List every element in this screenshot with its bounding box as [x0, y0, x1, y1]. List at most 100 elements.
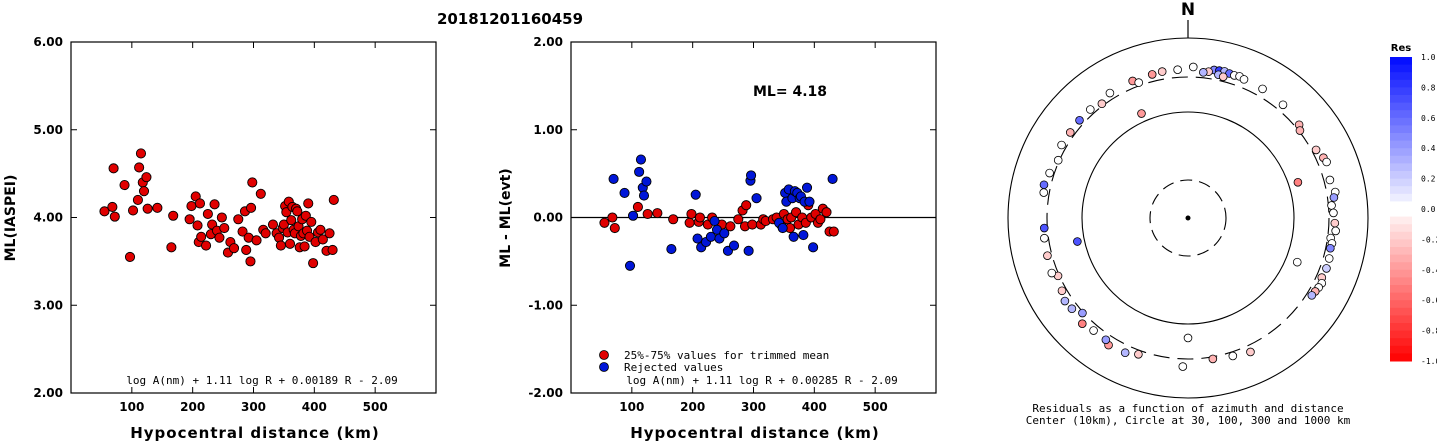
station-point: [1053, 155, 1063, 165]
station-point: [1199, 68, 1208, 77]
data-point: [306, 216, 317, 227]
colorbar-cell: [1390, 292, 1412, 301]
north-label: N: [1181, 0, 1195, 20]
colorbar-cell: [1390, 231, 1412, 240]
data-point: [821, 207, 832, 218]
data-point: [328, 194, 339, 205]
station-point: [1086, 105, 1095, 114]
station-point: [1057, 286, 1067, 296]
data-point: [777, 222, 788, 234]
station-point: [1218, 72, 1228, 82]
x-tick-label: 100: [619, 400, 644, 414]
colorbar-cell: [1390, 330, 1412, 339]
colorbar-cell: [1390, 193, 1412, 202]
data-point: [107, 201, 118, 213]
colorbar-label: -1.0: [1421, 357, 1437, 366]
data-point: [788, 231, 799, 242]
caption-line-1: Residuals as a function of azimuth and d…: [1032, 402, 1343, 415]
data-point: [166, 242, 177, 253]
colorbar-cell: [1390, 224, 1412, 233]
y-axis-label: ML(IASPEI): [3, 175, 19, 262]
colorbar-cell: [1390, 57, 1412, 66]
plot-frame: [70, 41, 437, 394]
y-tick-label: 5.00: [33, 123, 63, 137]
data-point: [690, 189, 701, 200]
data-point: [194, 198, 206, 209]
colorbar-cell: [1390, 117, 1412, 126]
formula-text: log A(nm) + 1.11 log R + 0.00285 R - 2.0…: [626, 374, 898, 387]
colorbar-cell: [1390, 110, 1412, 119]
station-point: [1105, 88, 1115, 98]
y-tick-label: 3.00: [33, 298, 63, 312]
data-point: [642, 208, 653, 220]
x-tick-label: 500: [363, 400, 388, 414]
colorbar-cell: [1390, 247, 1412, 256]
x-tick-label: 200: [680, 400, 705, 414]
data-point: [255, 188, 266, 199]
x-axis-label: Hypocentral distance (km): [630, 424, 880, 441]
y-tick-label: -2.00: [528, 386, 563, 400]
station-point: [1134, 78, 1144, 87]
data-point: [607, 212, 618, 223]
x-tick-label: 400: [802, 400, 827, 414]
magnitude-points: [99, 148, 339, 269]
colorbar-cell: [1390, 345, 1412, 354]
data-point: [267, 219, 279, 230]
data-point: [743, 245, 754, 256]
station-point: [1078, 308, 1087, 318]
data-point: [209, 199, 220, 210]
caption-line-2: Center (10km), Circle at 30, 100, 300 an…: [1026, 414, 1351, 427]
data-point: [196, 231, 207, 242]
station-point: [1173, 65, 1182, 75]
y-tick-label: 4.00: [33, 211, 63, 225]
data-point: [308, 258, 319, 269]
ml-annotation: ML= 4.18: [753, 84, 827, 100]
colorbar-label: -0.8: [1421, 327, 1437, 336]
station-point: [1330, 218, 1340, 228]
data-point: [186, 201, 197, 212]
colorbar-cell: [1390, 125, 1412, 134]
station-point: [1178, 362, 1188, 371]
data-point: [317, 234, 328, 245]
colorbar-label: 0.4: [1421, 144, 1436, 153]
colorbar-label: 0.0: [1421, 205, 1436, 214]
data-point: [132, 194, 143, 205]
station-point: [1228, 351, 1238, 361]
data-point: [804, 196, 815, 207]
station-point: [1147, 70, 1157, 79]
station-point: [1101, 335, 1111, 345]
y-axis-ticks: -2.00 -1.00 0.00 1.00 2.00: [528, 35, 936, 400]
legend-label-trimmed: 25%-75% values for trimmed mean: [624, 349, 829, 362]
x-axis-ticks: 100 200 300 400 500: [119, 42, 388, 414]
data-point: [619, 187, 630, 198]
colorbar-cell: [1390, 239, 1412, 248]
colorbar-cell: [1390, 353, 1412, 362]
y-axis-ticks: 2.00 3.00 4.00 5.00 6.00: [33, 35, 436, 400]
station-point: [1246, 347, 1255, 357]
colorbar-cell: [1390, 72, 1412, 81]
colorbar-cell: [1390, 102, 1412, 111]
figure-title: 20181201160459: [437, 10, 583, 28]
data-point: [719, 228, 730, 239]
y-tick-label: 2.00: [33, 386, 63, 400]
colorbar-label: 1.0: [1421, 53, 1436, 62]
colorbar-cell: [1390, 140, 1412, 149]
data-point: [827, 173, 838, 184]
colorbar-cell: [1390, 307, 1412, 316]
data-point: [286, 215, 297, 226]
station-point: [1157, 67, 1167, 76]
data-point: [247, 177, 258, 188]
data-point: [284, 238, 296, 249]
residual-vs-distance-chart: 100 200 300 400 500 -2.00 -1.00 0.00 1.00 2.00 H…: [498, 35, 937, 441]
center-marker: [1185, 215, 1191, 221]
colorbar-label: 0.2: [1421, 175, 1436, 184]
data-point: [138, 186, 150, 197]
azimuth-distance-residual-plot: N Residuals as a function of azimuth and…: [1007, 0, 1369, 427]
station-point: [1322, 264, 1331, 273]
data-point: [99, 206, 110, 217]
data-point: [109, 211, 120, 222]
colorbar-cell: [1390, 79, 1412, 88]
x-tick-label: 500: [863, 400, 888, 414]
data-point: [692, 233, 703, 244]
colorbar-cell: [1390, 95, 1412, 104]
